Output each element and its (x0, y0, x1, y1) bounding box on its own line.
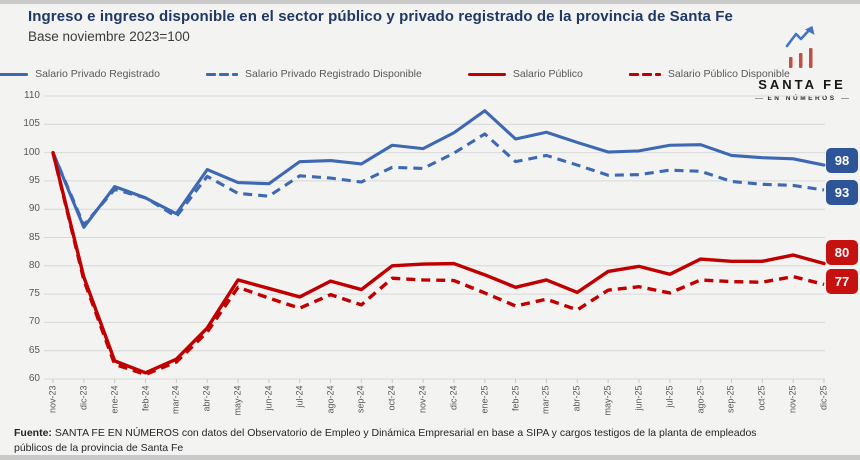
series-end-label: 77 (826, 269, 858, 295)
series-line (51, 152, 825, 377)
source-label: Fuente: (14, 427, 52, 439)
x-axis-tick-label: ago-25 (695, 385, 706, 414)
x-axis-tick-label: mar-24 (170, 385, 181, 415)
y-axis-tick-label: 90 (28, 203, 40, 215)
top-edge-strip (0, 0, 860, 4)
x-axis-tick-label: feb-25 (510, 385, 521, 412)
x-axis-tick-label: oct-25 (756, 385, 767, 411)
logo-chart-icon (785, 26, 815, 68)
x-axis-tick-label: jun-24 (263, 385, 274, 411)
x-axis-tick-label: may-25 (602, 385, 613, 416)
legend-label: Salario Privado Registrado Disponible (245, 68, 422, 80)
x-axis-tick-label: ene-25 (479, 385, 490, 414)
y-axis-tick-label: 75 (28, 288, 40, 300)
x-axis-tick-label: abr-24 (201, 385, 212, 412)
y-axis-tick-label: 105 (23, 118, 40, 130)
chart-legend: Salario Privado Registrado Salario Privad… (0, 65, 790, 83)
x-axis-tick-label: dic-24 (448, 385, 459, 411)
logo-tagline: EN NÚMEROS (767, 95, 837, 102)
dashed-line-swatch (206, 72, 238, 76)
x-axis-tick-label: jul-24 (294, 385, 305, 408)
legend-item: Salario Privado Registrado Disponible (206, 68, 422, 80)
x-axis-tick-label: jul-25 (664, 385, 675, 408)
x-axis-tick-label: ene-24 (109, 385, 120, 414)
solid-line-swatch (467, 72, 506, 76)
logo-rule-right (840, 98, 849, 99)
series-end-label: 93 (826, 179, 858, 205)
legend-item: Salario Público Disponible (628, 68, 790, 80)
chart-title: Ingreso e ingreso disponible en el secto… (28, 8, 733, 25)
source-note: Fuente: SANTA FE EN NÚMEROS con datos de… (14, 426, 794, 456)
x-axis-tick-label: oct-24 (386, 385, 397, 411)
series-line (51, 132, 825, 227)
y-axis-tick-label: 100 (23, 146, 40, 158)
x-axis-tick-label: nov-23 (47, 385, 58, 414)
x-axis-tick-label: may-24 (232, 385, 243, 416)
y-axis-tick-label: 85 (28, 231, 40, 243)
x-axis-tick-label: nov-25 (787, 385, 798, 414)
series-line (51, 109, 826, 229)
series-line (51, 150, 826, 375)
legend-label: Salario Privado Registrado (35, 68, 160, 80)
x-axis-tick-label: sep-24 (355, 385, 366, 414)
x-axis-tick-label: mar-25 (540, 385, 551, 415)
x-axis-tick-label: sep-25 (725, 385, 736, 414)
dashed-line-swatch (628, 72, 661, 76)
x-axis-tick-label: ago-24 (325, 385, 336, 414)
y-axis-tick-label: 65 (28, 344, 40, 356)
legend-item: Salario Público (467, 68, 583, 80)
x-axis-tick-label: dic-25 (818, 385, 829, 411)
series-end-label: 80 (826, 239, 858, 265)
series-end-label: 98 (826, 148, 858, 174)
brand-logo: SANTA FE EN NÚMEROS (752, 26, 852, 102)
logo-tagline-row: EN NÚMEROS (752, 95, 852, 102)
x-axis-tick-label: jun-25 (633, 385, 644, 411)
y-axis-tick-label: 80 (28, 259, 40, 271)
y-axis-tick-label: 110 (24, 90, 40, 101)
logo-rule-left (755, 98, 764, 99)
chart-subtitle: Base noviembre 2023=100 (28, 29, 190, 44)
y-axis-tick-label: 60 (28, 373, 40, 384)
bottom-edge-strip (0, 455, 860, 460)
source-text: SANTA FE EN NÚMEROS con datos del Observ… (14, 427, 757, 454)
y-axis-tick-label: 70 (28, 316, 40, 328)
legend-label: Salario Público Disponible (667, 68, 790, 80)
x-axis-tick-label: abr-25 (571, 385, 582, 412)
legend-item: Salario Privado Registrado (0, 68, 160, 80)
legend-label: Salario Público (512, 68, 583, 80)
solid-line-swatch (0, 72, 29, 76)
y-axis-tick-label: 95 (28, 174, 40, 186)
logo-name: SANTA FE (758, 77, 846, 92)
x-axis-tick-label: feb-24 (140, 385, 151, 412)
x-axis-tick-label: dic-23 (78, 385, 89, 411)
x-axis-tick-label: nov-24 (417, 385, 428, 414)
